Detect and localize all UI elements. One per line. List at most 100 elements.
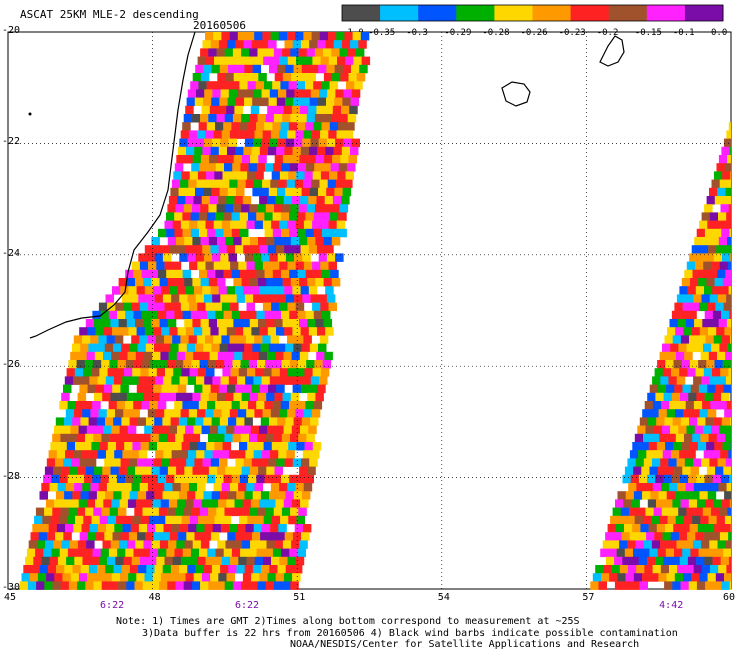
data-cell xyxy=(173,368,182,377)
data-cell xyxy=(277,253,287,262)
data-cell xyxy=(334,64,344,74)
data-cell xyxy=(151,237,160,246)
data-cell xyxy=(685,294,694,303)
data-cell xyxy=(215,269,224,279)
data-cell xyxy=(716,327,725,336)
data-cell xyxy=(211,343,220,353)
data-cell xyxy=(321,122,331,131)
data-cell xyxy=(241,466,251,476)
data-cell xyxy=(126,319,136,328)
data-cell xyxy=(132,515,141,525)
data-cell xyxy=(721,499,731,508)
data-cell xyxy=(185,196,194,205)
data-cell xyxy=(718,483,727,492)
data-cell xyxy=(192,319,201,328)
data-cell xyxy=(341,146,351,156)
data-cell xyxy=(227,384,236,394)
data-cell xyxy=(85,433,94,443)
data-cell xyxy=(88,417,98,426)
data-cell xyxy=(34,515,43,525)
data-cell xyxy=(248,474,257,484)
data-cell xyxy=(254,556,264,566)
data-cell xyxy=(713,499,722,508)
data-cell xyxy=(142,507,151,517)
data-cell xyxy=(185,286,195,295)
data-cell xyxy=(723,466,731,476)
data-cell xyxy=(166,548,175,558)
data-cell xyxy=(632,524,641,533)
data-cell xyxy=(647,499,657,508)
data-cell xyxy=(692,433,701,443)
data-cell xyxy=(227,97,237,107)
data-cell xyxy=(207,212,216,221)
data-cell xyxy=(148,442,158,451)
data-cell xyxy=(235,40,244,49)
data-cell xyxy=(292,286,301,295)
data-cell xyxy=(229,179,238,189)
data-cell xyxy=(227,40,236,49)
data-cell xyxy=(706,548,716,558)
data-cell xyxy=(315,278,324,287)
data-cell xyxy=(125,360,135,369)
data-cell xyxy=(309,40,318,49)
data-cell xyxy=(19,581,29,590)
data-cell xyxy=(121,491,130,500)
data-cell xyxy=(275,425,284,435)
data-cell xyxy=(111,499,120,508)
data-cell xyxy=(703,532,712,541)
data-cell xyxy=(86,499,96,508)
data-cell xyxy=(199,269,208,279)
data-cell xyxy=(167,319,177,328)
data-cell xyxy=(226,425,235,435)
data-cell xyxy=(723,220,731,230)
data-cell xyxy=(181,442,191,451)
data-cell xyxy=(246,483,255,492)
data-cell xyxy=(252,97,261,107)
data-cell xyxy=(246,556,255,566)
data-cell xyxy=(76,360,86,369)
data-cell xyxy=(282,155,292,164)
data-cell xyxy=(304,442,314,451)
data-cell xyxy=(91,515,100,525)
data-cell xyxy=(231,81,240,90)
data-cell xyxy=(139,335,148,344)
data-cell xyxy=(282,278,292,287)
data-cell xyxy=(82,335,91,344)
data-cell xyxy=(338,228,347,238)
data-cell xyxy=(242,351,251,361)
data-cell xyxy=(198,401,208,410)
data-cell xyxy=(234,499,243,508)
data-cell xyxy=(663,392,673,402)
chart-date: 20160506 xyxy=(193,19,246,32)
data-cell xyxy=(723,196,732,205)
data-cell xyxy=(104,458,113,467)
data-cell xyxy=(300,327,310,336)
data-cell xyxy=(331,48,340,57)
data-cell xyxy=(189,302,198,312)
data-cell xyxy=(296,515,305,525)
data-cell xyxy=(158,433,168,443)
data-cell xyxy=(145,532,154,541)
data-cell xyxy=(657,360,666,369)
data-cell xyxy=(249,433,258,443)
data-cell xyxy=(254,483,263,492)
data-cell xyxy=(121,294,131,303)
data-cell xyxy=(176,351,186,361)
data-cell xyxy=(232,114,242,123)
data-cell xyxy=(713,581,722,590)
data-cell xyxy=(316,105,325,115)
data-cell xyxy=(267,499,276,508)
data-cell xyxy=(152,499,161,508)
data-cell xyxy=(703,343,712,353)
data-cell xyxy=(125,401,134,410)
data-cell xyxy=(205,261,214,271)
data-cell xyxy=(109,581,119,590)
data-cell xyxy=(684,433,693,443)
data-cell xyxy=(712,368,721,377)
data-cell xyxy=(248,360,258,369)
data-cell xyxy=(263,56,272,66)
data-cell xyxy=(253,376,262,385)
data-cell xyxy=(138,450,148,459)
data-cell xyxy=(158,507,168,517)
data-cell xyxy=(323,73,333,82)
